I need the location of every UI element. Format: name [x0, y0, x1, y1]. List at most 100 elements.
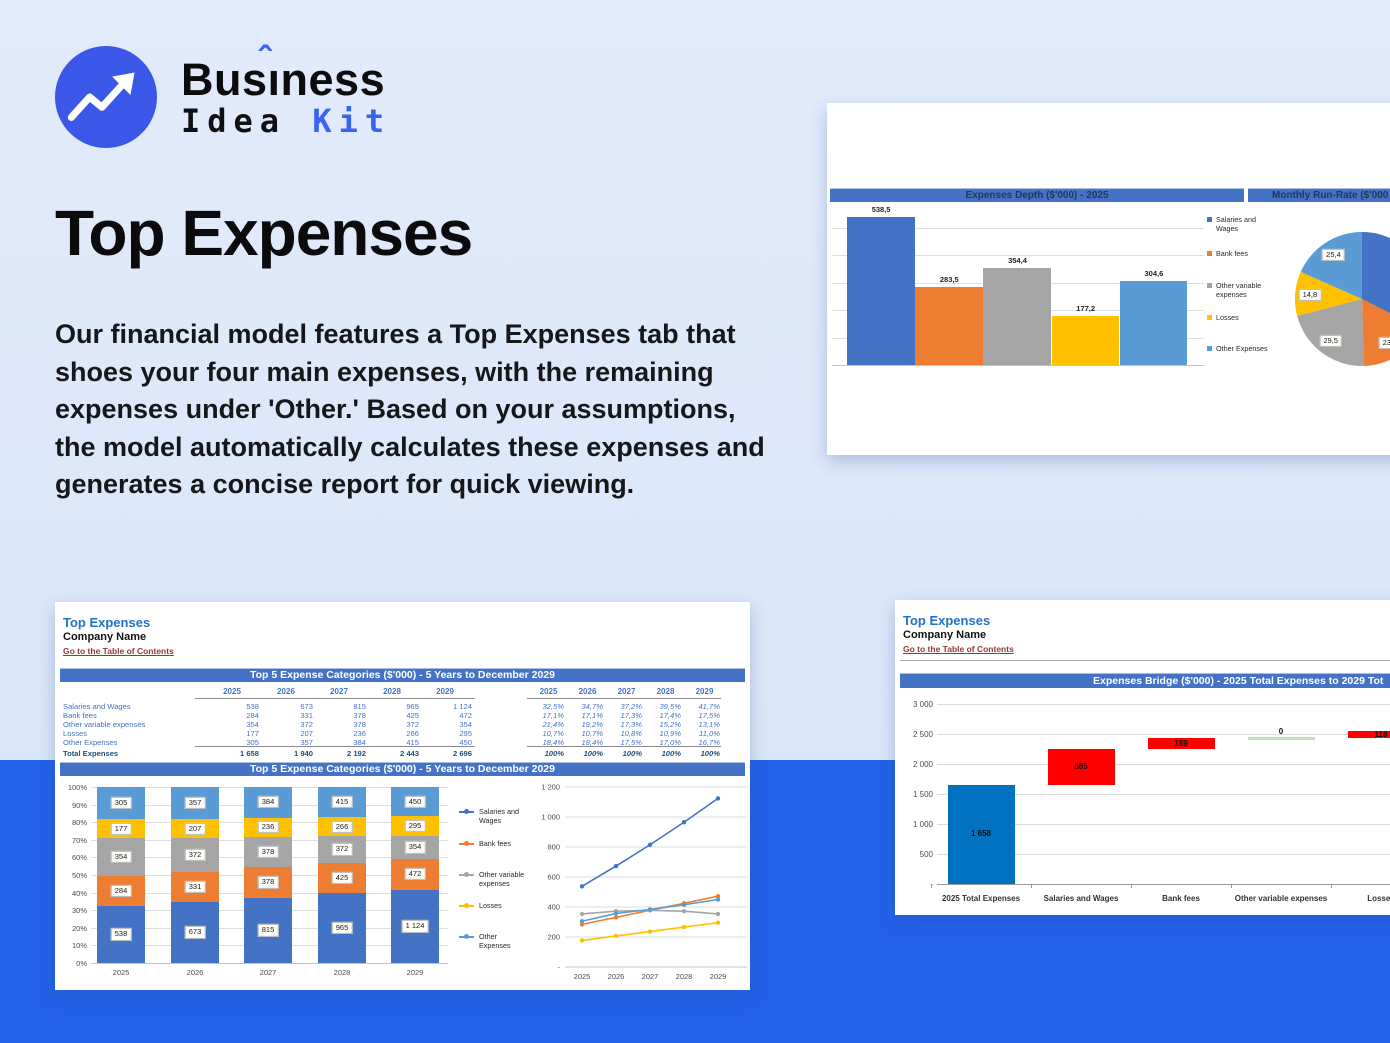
cell-value: 177 — [246, 729, 259, 738]
y-tick-label: 100% — [67, 783, 87, 792]
legend-marker — [464, 809, 469, 814]
legend-label: Salaries and Wages — [479, 807, 519, 825]
year-header: 2028 — [383, 687, 401, 696]
data-point — [681, 924, 687, 930]
sheet-company-name: Company Name — [903, 629, 987, 641]
legend-label: Losses — [479, 901, 502, 910]
segment-value-label: 450 — [404, 795, 426, 808]
svg-text:-: - — [558, 963, 561, 972]
cell-value: 236 — [353, 729, 366, 738]
total-value: 1 940 — [293, 749, 313, 758]
legend-label: Other variable expenses — [479, 870, 525, 888]
waterfall-value-label: 1 658 — [970, 829, 992, 839]
pie-slice-other-expenses — [1300, 232, 1362, 299]
bar-value-label: 304,6 — [1144, 269, 1164, 279]
total-percent: 100% — [544, 749, 564, 758]
cell-percent: 17,0% — [659, 738, 681, 747]
segment-value-label: 815 — [257, 924, 279, 937]
data-point — [579, 919, 585, 924]
cell-value: 372 — [406, 720, 419, 729]
y-tick-label: 1 000 — [912, 820, 933, 829]
y-tick-label: 500 — [919, 850, 933, 859]
total-value: 2 192 — [346, 749, 366, 758]
cell-percent: 10,9% — [659, 729, 681, 738]
bar — [847, 217, 915, 365]
gridline — [937, 734, 1390, 735]
x-tick-label: Bank fees — [1162, 894, 1200, 903]
cell-value: 331 — [300, 711, 313, 720]
row-label: Salaries and Wages — [63, 702, 131, 711]
cell-value: 965 — [406, 702, 419, 711]
table-of-contents-link[interactable]: Go to the Table of Contents — [63, 646, 174, 656]
svg-text:600: 600 — [547, 873, 560, 882]
segment-value-label: 207 — [184, 822, 206, 835]
segment-value-label: 538 — [110, 928, 132, 941]
legend-marker — [464, 841, 469, 846]
cell-percent: 32,5% — [542, 702, 564, 711]
cell-value: 1 124 — [452, 702, 472, 711]
legend-label: Losses — [1216, 313, 1239, 322]
x-tick-label: Salaries and Wages — [1043, 894, 1119, 903]
circumflex-accent: ˆ — [258, 40, 272, 82]
waterfall-value-label: 189 — [1174, 738, 1188, 748]
cell-value: 450 — [459, 738, 472, 747]
waterfall-value-label: 118 — [1374, 729, 1388, 739]
bar-value-label: 177,2 — [1076, 304, 1096, 314]
brand-word-ideakit: Idea Kit — [181, 102, 392, 140]
data-point — [647, 907, 653, 912]
bar-chart-legend: Salaries and Wages Bank fees Other variabl… — [827, 103, 1390, 455]
chart-title-monthly-run-rate: Monthly Run-Rate ($'000 — [1248, 188, 1390, 202]
segment-value-label: 177 — [110, 822, 132, 835]
segment-value-label: 295 — [404, 819, 426, 833]
bar-value-label: 538,5 — [871, 205, 891, 215]
brand-logo: Busı ˆ ness Idea Kit — [55, 42, 392, 148]
pie-slice-losses — [1295, 271, 1362, 317]
cell-percent: 17,5% — [698, 711, 720, 720]
total-rule — [527, 746, 721, 747]
line-series-salaries-and-wages — [581, 797, 719, 887]
gridline — [937, 764, 1390, 765]
cell-percent: 17,5% — [620, 738, 642, 747]
data-point — [715, 911, 721, 917]
data-point — [647, 842, 653, 847]
chart-title-expenses-bridge: Expenses Bridge ($'000) - 2025 Total Exp… — [900, 673, 1390, 688]
pie-slice-other-variable-expenses — [1297, 299, 1364, 366]
data-point — [715, 894, 721, 899]
segment-value-label: 236 — [257, 821, 279, 834]
data-point — [613, 863, 619, 869]
cell-value: 378 — [353, 711, 366, 720]
pie-data-label: 29,5 — [1319, 334, 1342, 347]
excel-screenshot-expenses-depth: Expenses Depth ($'000) - 2025 Monthly Ru… — [827, 103, 1390, 455]
axis-tick — [1231, 884, 1232, 888]
stacked-bar-chart: 100% 90% 80% 70% 60% 50% 40% 30% 20% 10% 0% 538 284 3… — [55, 602, 750, 990]
cell-percent: 18,4% — [542, 738, 564, 747]
gridline — [832, 227, 1204, 229]
line-chart: 1 200 1 000 800 600 400 200-2025 2026 2027 2028 2… — [55, 602, 750, 990]
cell-value: 472 — [459, 711, 472, 720]
segment-value-label: 673 — [184, 926, 206, 939]
y-tick-label: 0% — [76, 959, 87, 968]
row-label: Other variable expenses — [63, 720, 146, 729]
data-point — [579, 911, 585, 917]
cell-percent: 10,7% — [542, 729, 564, 738]
segment-value-label: 384 — [257, 796, 279, 809]
svg-text:400: 400 — [547, 903, 560, 912]
year-header: 2027 — [330, 687, 348, 696]
table-of-contents-link[interactable]: Go to the Table of Contents — [903, 644, 1014, 654]
trend-arrow-icon — [55, 46, 157, 148]
legend-swatch — [1207, 217, 1212, 222]
data-point — [681, 820, 687, 825]
y-tick-label: 30% — [71, 906, 87, 916]
header-rule — [195, 698, 475, 699]
pie-data-label: 23,6 — [1378, 337, 1390, 350]
cell-percent: 17,1% — [581, 711, 603, 720]
total-percent: 100% — [583, 749, 603, 758]
segment-value-label: 425 — [331, 872, 353, 885]
year-header: 2029 — [695, 687, 714, 696]
year-header: 2026 — [578, 687, 597, 696]
svg-text:1 000: 1 000 — [541, 813, 560, 822]
x-tick-label: 2026 — [186, 968, 204, 977]
segment-value-label: 331 — [184, 880, 206, 893]
y-tick-label: 2 000 — [912, 760, 933, 769]
row-label: Bank fees — [63, 711, 97, 720]
